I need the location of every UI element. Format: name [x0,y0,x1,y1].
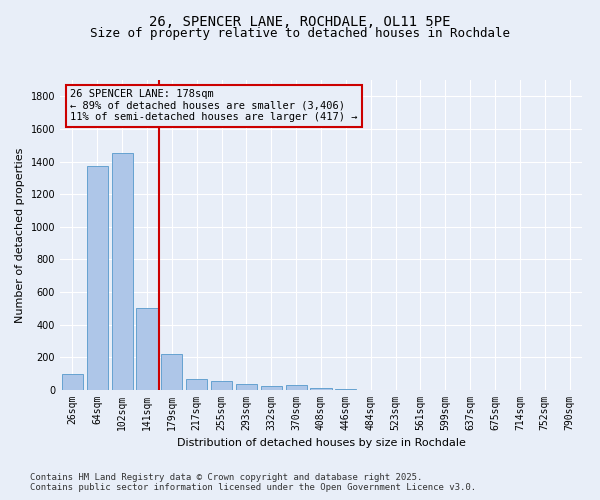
Text: 26, SPENCER LANE, ROCHDALE, OL11 5PE: 26, SPENCER LANE, ROCHDALE, OL11 5PE [149,15,451,29]
Bar [87,166,108,390]
Bar [211,381,232,390]
Text: Size of property relative to detached houses in Rochdale: Size of property relative to detached ho… [90,28,510,40]
Bar [261,386,282,390]
Bar [286,385,307,390]
Text: Contains public sector information licensed under the Open Government Licence v3: Contains public sector information licen… [30,484,476,492]
Bar [335,389,356,390]
Bar [236,384,257,390]
Y-axis label: Number of detached properties: Number of detached properties [15,148,25,322]
Bar [186,378,207,390]
Bar [310,388,332,390]
Bar [161,354,182,390]
X-axis label: Distribution of detached houses by size in Rochdale: Distribution of detached houses by size … [176,438,466,448]
Bar [136,308,158,390]
Bar [62,374,83,390]
Bar [112,154,133,390]
Text: 26 SPENCER LANE: 178sqm
← 89% of detached houses are smaller (3,406)
11% of semi: 26 SPENCER LANE: 178sqm ← 89% of detache… [70,90,358,122]
Text: Contains HM Land Registry data © Crown copyright and database right 2025.: Contains HM Land Registry data © Crown c… [30,474,422,482]
